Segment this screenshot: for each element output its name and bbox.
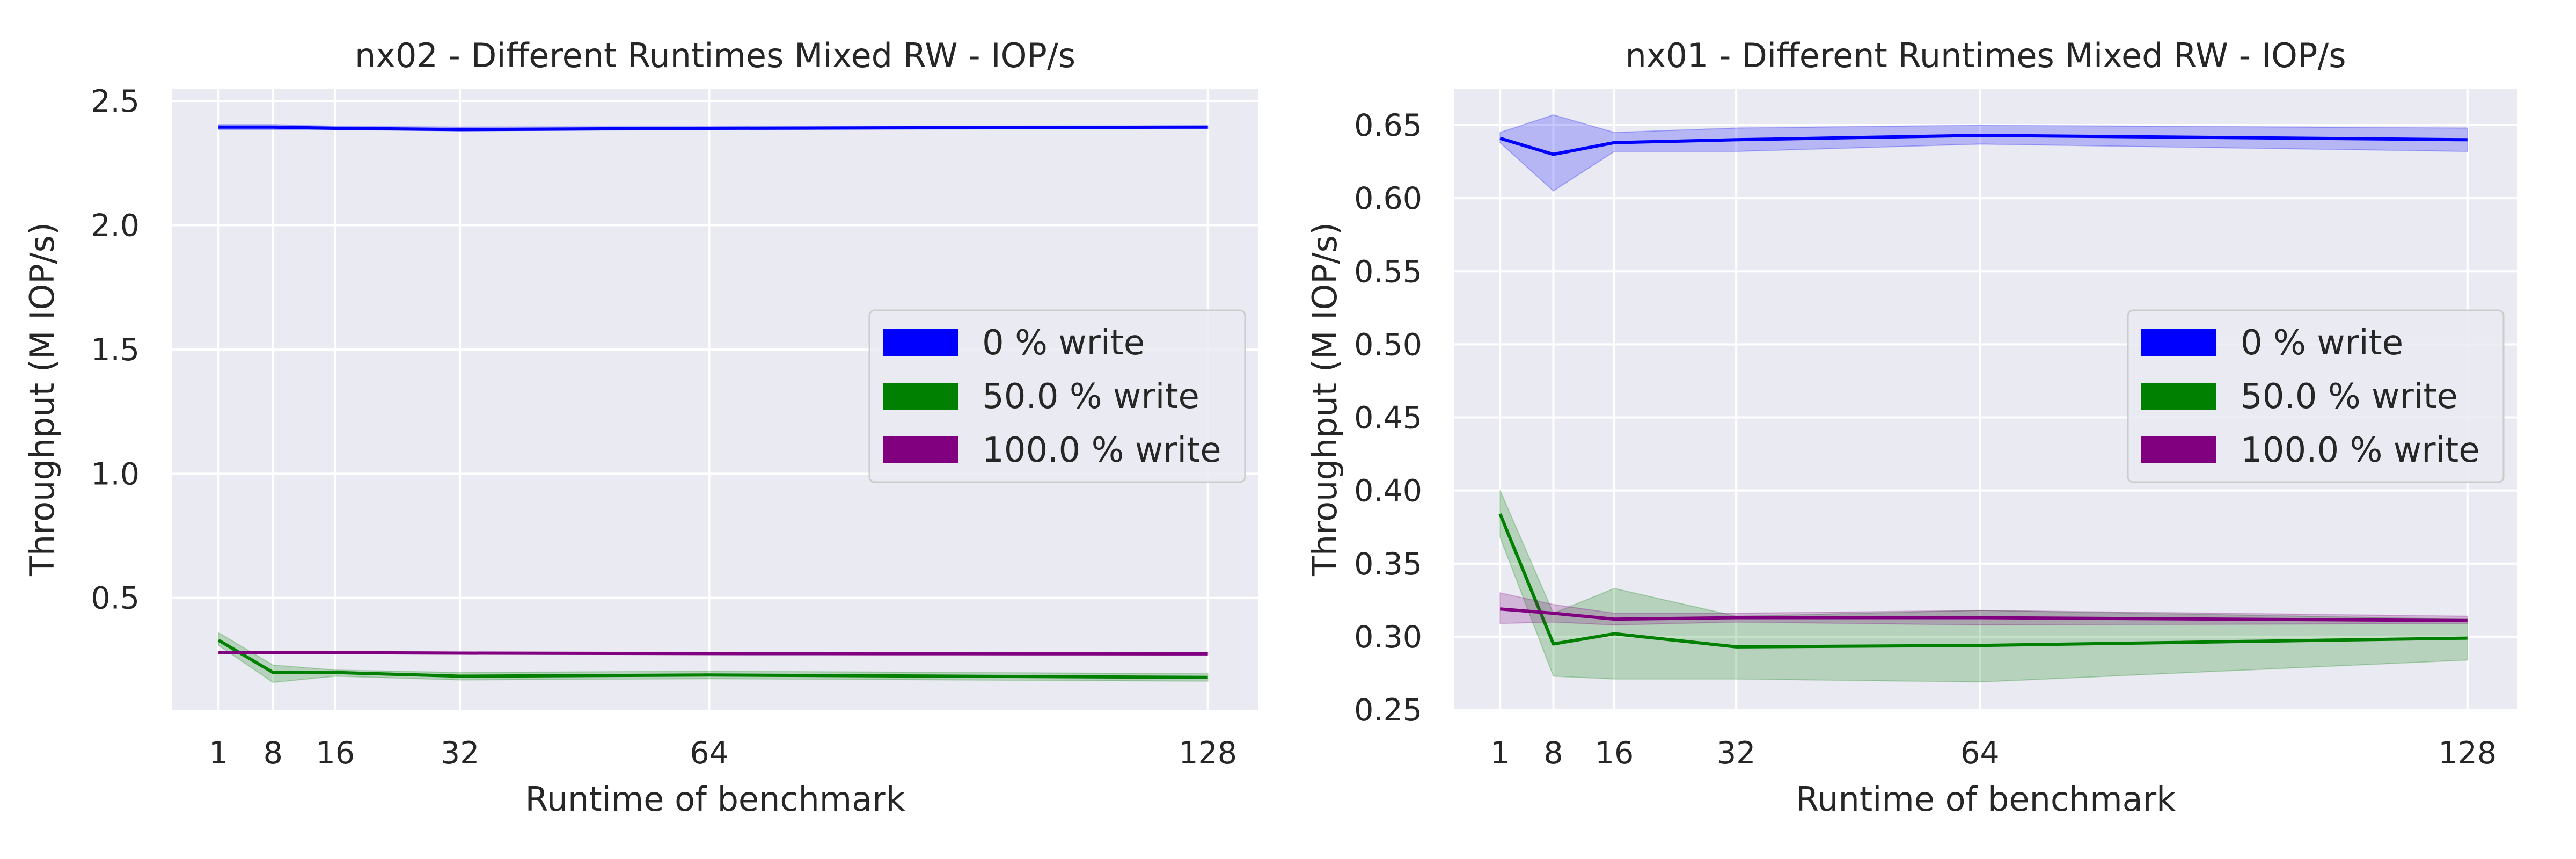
legend-label-3: 100.0 % write [982, 431, 1221, 470]
data-point [273, 672, 274, 673]
legend-label-1: 0 % write [982, 323, 1145, 363]
data-point [1736, 646, 1737, 647]
legend-label-3: 100.0 % write [2241, 431, 2480, 470]
data-point [1499, 138, 1501, 139]
y-tick-label: 0.65 [1354, 108, 1422, 143]
y-tick-label: 0.35 [1354, 547, 1422, 582]
legend: 0 % write 50.0 % write 100.0 % write [2127, 309, 2505, 483]
x-tick-label: 8 [264, 736, 283, 771]
y-tick-label: 0.50 [1354, 327, 1422, 362]
data-point [218, 652, 219, 653]
legend-label-2: 50.0 % write [2241, 377, 2458, 417]
legend-swatch-1 [883, 329, 958, 356]
legend-label-1: 0 % write [2241, 323, 2403, 363]
y-tick-label: 0.60 [1354, 181, 1422, 216]
data-point [335, 128, 336, 129]
data-point [459, 676, 460, 677]
y-tick-label: 0.25 [1354, 693, 1422, 728]
y-tick-label: 2.0 [91, 208, 140, 244]
data-point [459, 129, 460, 130]
y-tick-label: 2.5 [91, 84, 140, 119]
data-point [709, 653, 710, 654]
legend-frame [2127, 309, 2505, 483]
legend-swatch-2 [883, 383, 958, 410]
data-point [1208, 677, 1209, 678]
legend-label-2: 50.0 % write [982, 377, 1199, 417]
data-point [2467, 620, 2468, 621]
confidence-band-2 [1499, 490, 2468, 683]
series-line-1 [1499, 134, 2468, 156]
data-point [1979, 617, 1980, 618]
legend-swatch-2 [2141, 383, 2216, 410]
data-point [1736, 139, 1737, 140]
legend-swatch-1 [2141, 329, 2216, 356]
data-point [2467, 139, 2468, 140]
data-point [459, 652, 460, 653]
chart-panel-1: 1 8 16 32 64 128 0.5 1.0 1.5 2.0 2.5 nx02 - Differe… [23, 36, 1258, 819]
x-tick-label: 128 [1179, 736, 1237, 771]
data-point [218, 127, 219, 128]
y-tick-label: 0.40 [1354, 474, 1422, 509]
data-point [1499, 608, 1501, 609]
data-point [1208, 653, 1209, 654]
data-point [1614, 142, 1615, 143]
y-tick-label: 1.5 [91, 332, 140, 368]
x-tick-label: 128 [2438, 736, 2497, 771]
data-point [1553, 154, 1554, 155]
legend-swatch-3 [883, 436, 958, 463]
x-tick-label: 64 [690, 736, 729, 771]
data-point [709, 128, 710, 129]
data-point [1979, 645, 1980, 646]
y-tick-label: 0.5 [91, 581, 140, 616]
x-tick-label: 64 [1960, 736, 2000, 771]
x-tick-label: 32 [1717, 736, 1756, 771]
data-point [273, 652, 274, 653]
data-point [335, 672, 336, 673]
confidence-band-1 [1499, 114, 2468, 192]
series-line-3 [1499, 607, 2468, 622]
y-tick-label: 0.55 [1354, 254, 1422, 289]
series-line-2 [1498, 513, 2468, 649]
data-point [1614, 633, 1615, 634]
x-tick-label: 8 [1543, 736, 1563, 771]
y-axis-label: Throughput (M IOP/s) [23, 222, 62, 577]
series-line-2 [217, 638, 1208, 679]
data-point [273, 127, 274, 128]
legend-frame [868, 309, 1246, 483]
x-tick-label: 1 [209, 736, 228, 771]
series-line-3 [218, 651, 1208, 656]
x-axis-label: Runtime of benchmark [1796, 780, 2176, 819]
data-point [1208, 127, 1209, 128]
data-point [1614, 618, 1615, 620]
data-point [1553, 643, 1554, 644]
y-tick-label: 0.45 [1354, 401, 1422, 436]
chart-title: nx01 - Different Runtimes Mixed RW - IOP… [1625, 36, 2346, 75]
data-point [1979, 135, 1980, 136]
data-point [1736, 617, 1737, 618]
x-tick-label: 16 [1595, 736, 1634, 771]
data-point [1499, 513, 1501, 514]
x-tick-label: 16 [316, 736, 355, 771]
data-point [2467, 638, 2468, 639]
x-tick-label: 1 [1490, 736, 1510, 771]
y-axis-label: Throughput (M IOP/s) [1305, 222, 1344, 577]
data-point [1553, 613, 1554, 614]
chart-panel-2: 1 8 16 32 64 128 0.25 0.30 0.35 0.40 0.45 0.50 0.55 0… [1305, 36, 2517, 819]
x-axis-label: Runtime of benchmark [525, 780, 905, 819]
chart-title: nx02 - Different Runtimes Mixed RW - IOP… [355, 36, 1075, 75]
series-line-1 [218, 125, 1208, 132]
legend-swatch-3 [2141, 436, 2216, 463]
data-point [335, 652, 336, 653]
data-point [218, 639, 219, 640]
y-tick-label: 1.0 [91, 456, 140, 492]
y-tick-label: 0.30 [1354, 620, 1422, 655]
x-tick-label: 32 [441, 736, 480, 771]
data-point [709, 674, 710, 675]
legend: 0 % write 50.0 % write 100.0 % write [868, 309, 1246, 483]
